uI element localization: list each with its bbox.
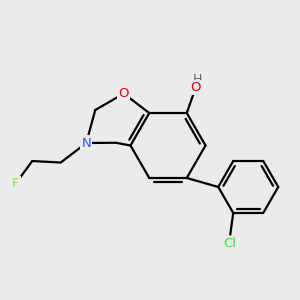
Text: Cl: Cl — [224, 237, 237, 250]
Text: H: H — [193, 73, 202, 85]
Text: O: O — [190, 81, 201, 94]
Text: N: N — [81, 136, 91, 149]
Text: F: F — [12, 177, 20, 190]
Text: O: O — [118, 87, 129, 100]
